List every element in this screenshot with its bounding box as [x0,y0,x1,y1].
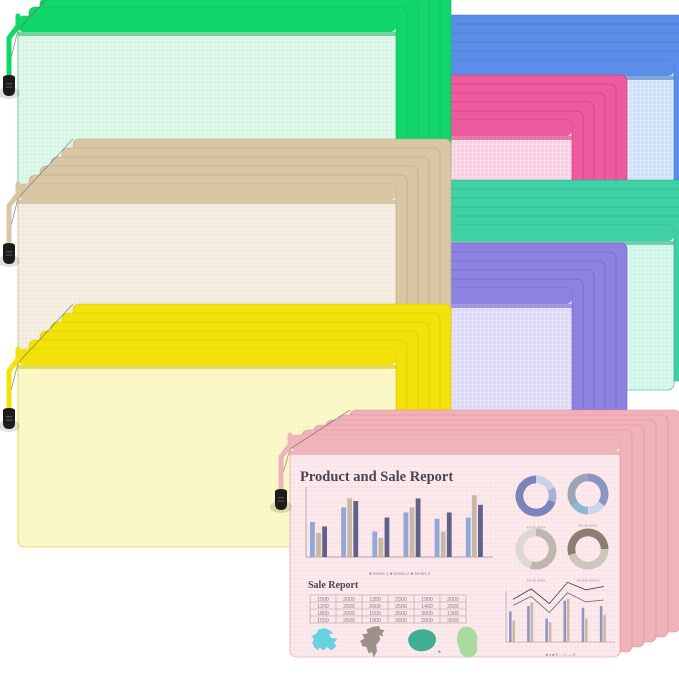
svg-text:2000: 2000 [421,618,433,624]
svg-text:1500: 1500 [317,597,329,603]
svg-text:xx-xx-xxxx: xx-xx-xxxx [527,578,546,583]
svg-text:2500: 2500 [395,604,407,610]
svg-text:2000: 2000 [447,597,459,603]
svg-text:2500: 2500 [343,618,355,624]
svg-text:3000: 3000 [421,611,433,617]
svg-text:2000: 2000 [369,604,381,610]
svg-text:3500: 3500 [447,618,459,624]
svg-text:2800: 2800 [395,618,407,624]
svg-text:1400: 1400 [421,604,433,610]
svg-text:Sale Report: Sale Report [308,580,359,591]
svg-text:2000: 2000 [343,597,355,603]
svg-text:1550: 1550 [317,618,329,624]
svg-text:Product and Sale Report: Product and Sale Report [300,469,453,485]
svg-text:xx-xxx-xxxxx: xx-xxx-xxxxx [577,578,600,583]
svg-text:■ Series 1 ■ Series 2 ■ Seri: ■ Series 1 ■ Series 2 ■ Series 3 [369,571,431,576]
svg-text:1300: 1300 [447,611,459,617]
svg-text:1350: 1350 [369,597,381,603]
svg-text:2300: 2300 [395,597,407,603]
svg-text:1900: 1900 [369,618,381,624]
svg-text:1800: 1800 [317,611,329,617]
svg-text:1500: 1500 [369,611,381,617]
svg-text:2600: 2600 [395,611,407,617]
svg-text:2000: 2000 [343,611,355,617]
svg-text:2500: 2500 [447,604,459,610]
svg-text:2500: 2500 [343,604,355,610]
svg-text:xx-xx-xxxx: xx-xx-xxxx [579,523,598,528]
svg-text:1200: 1200 [317,604,329,610]
svg-text:1900: 1900 [421,597,433,603]
svg-text:■ A ■ B — C — D: ■ A ■ B — C — D [546,653,576,657]
